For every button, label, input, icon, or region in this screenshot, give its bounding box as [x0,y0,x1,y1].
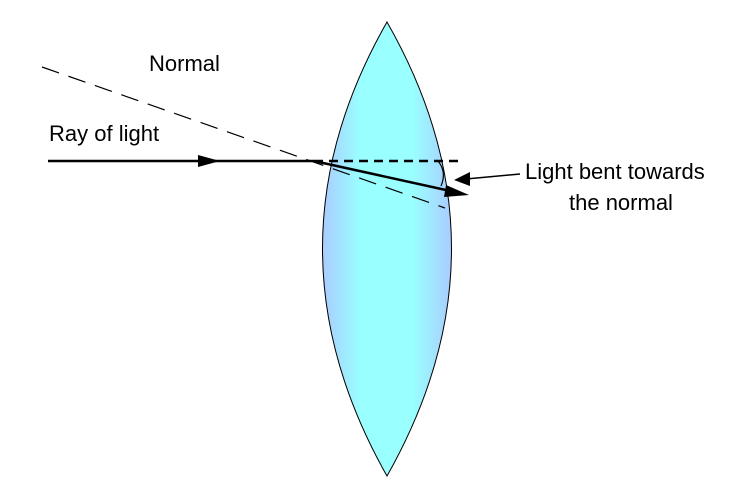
pointer-line [465,173,521,180]
refracted-arrowhead [444,185,469,197]
bent-label-line1: Light bent towards [525,159,705,184]
angle-arc [437,160,444,187]
ray-label: Ray of light [49,121,160,146]
normal-label: Normal [149,51,220,76]
ray-arrowhead [198,155,220,167]
convex-lens [322,20,452,478]
normal-line [41,66,446,209]
bent-label-line2: the normal [569,190,673,215]
refracted-ray [313,159,456,194]
pointer-arrowhead [454,172,470,186]
